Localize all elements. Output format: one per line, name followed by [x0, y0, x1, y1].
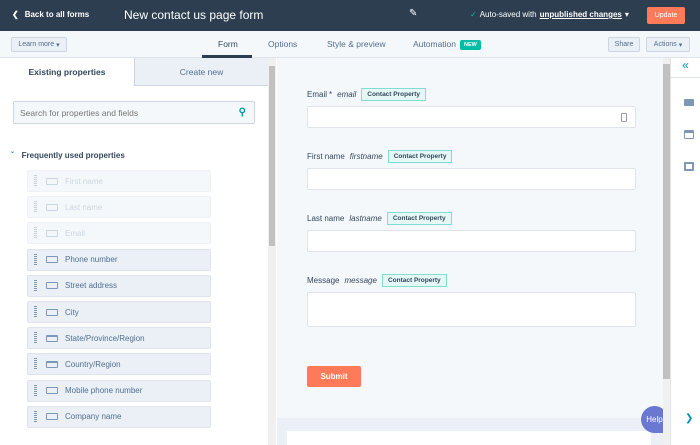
form-canvas: Email * email Contact Property First name fir…	[277, 58, 668, 445]
text-field-icon	[46, 177, 58, 185]
contact-property-badge: Contact Property	[361, 88, 426, 101]
top-bar: ❮ Back to all forms New contact us page f…	[0, 0, 700, 31]
property-item[interactable]: City	[27, 301, 211, 323]
pencil-icon[interactable]: ✎	[409, 8, 418, 19]
comment-icon[interactable]	[684, 99, 694, 106]
properties-panel: Existing properties Create new ⚲ ˇFreque…	[0, 58, 276, 445]
property-label: Street address	[65, 281, 118, 291]
dropdown-field-icon	[46, 334, 58, 342]
field-label[interactable]: Email * email Contact Property	[307, 88, 426, 101]
field-input-preview[interactable]	[307, 168, 636, 190]
search-field[interactable]	[14, 107, 239, 118]
drag-handle-icon[interactable]	[34, 227, 37, 240]
property-label: Email	[65, 228, 86, 238]
internal-name: firstname	[349, 152, 383, 161]
dropdown-field-icon	[46, 360, 58, 368]
drag-handle-icon[interactable]	[34, 279, 37, 292]
unpublished-changes-link[interactable]: unpublished changes	[539, 10, 622, 19]
double-chevron-left-icon[interactable]: «	[671, 58, 700, 78]
contact-property-badge: Contact Property	[381, 274, 447, 287]
field-label[interactable]: Message message Contact Property	[307, 274, 447, 287]
update-button[interactable]: Update	[647, 7, 685, 24]
chevron-left-icon: ❮	[12, 10, 19, 19]
check-icon: ✓	[470, 10, 477, 19]
internal-name: message	[344, 276, 377, 285]
field-label[interactable]: Last name lastname Contact Property	[307, 212, 452, 225]
drag-handle-icon[interactable]	[34, 358, 37, 371]
property-item[interactable]: Last name	[27, 196, 211, 219]
tab-style-preview[interactable]: Style & preview	[327, 39, 386, 49]
contact-property-badge: Contact Property	[386, 212, 452, 225]
tab-existing-properties[interactable]: Existing properties	[0, 58, 134, 86]
actions-button[interactable]: Actions ▾	[646, 37, 690, 52]
canvas-footer	[277, 418, 663, 445]
field-label[interactable]: First name firstname Contact Property	[307, 150, 453, 163]
autosave-status: ✓ Auto-saved with unpublished changes ▾	[470, 10, 629, 19]
drag-handle-icon[interactable]	[34, 201, 37, 214]
drag-handle-icon[interactable]	[34, 253, 37, 266]
text-field-icon	[46, 308, 58, 316]
submit-button[interactable]: Submit	[307, 366, 361, 387]
text-field-icon	[46, 229, 58, 237]
tab-form[interactable]: Form	[218, 39, 238, 49]
active-tab-indicator	[202, 55, 252, 58]
property-label: Phone number	[65, 255, 118, 265]
property-item[interactable]: First name	[27, 170, 211, 192]
chevron-right-icon[interactable]: ❯	[685, 413, 694, 424]
field-input-preview[interactable]	[307, 106, 636, 128]
learn-more-button[interactable]: Learn more ▾	[11, 37, 67, 52]
internal-name: email	[337, 90, 357, 99]
tab-create-new[interactable]: Create new	[134, 58, 268, 86]
text-field-icon	[46, 256, 58, 264]
text-field-icon	[46, 387, 58, 395]
right-rail: « ❯	[670, 58, 700, 445]
tab-options[interactable]: Options	[268, 39, 298, 49]
property-item[interactable]: Company name	[27, 405, 211, 428]
drag-handle-icon[interactable]	[34, 410, 37, 423]
internal-name: lastname	[349, 214, 382, 223]
property-item[interactable]: Phone number	[27, 248, 211, 271]
property-label: First name	[65, 176, 103, 186]
field-input-preview[interactable]	[307, 230, 636, 252]
tab-automation[interactable]: Automation	[413, 39, 456, 49]
chevron-down-icon: ˇ	[11, 151, 14, 160]
property-search-input[interactable]: ⚲	[13, 101, 255, 124]
property-item[interactable]: Email	[27, 222, 211, 245]
search-icon[interactable]: ⚲	[238, 107, 246, 118]
property-item[interactable]: Country/Region	[27, 353, 211, 376]
left-scrollbar[interactable]	[268, 58, 276, 445]
property-label: Last name	[65, 202, 103, 212]
drag-handle-icon[interactable]	[34, 384, 37, 397]
contact-property-badge: Contact Property	[387, 150, 453, 163]
property-item[interactable]: Mobile phone number	[27, 379, 211, 402]
calendar-icon[interactable]	[684, 162, 694, 171]
property-label: State/Province/Region	[65, 333, 145, 343]
new-badge: NEW	[460, 40, 481, 50]
contact-card-icon	[621, 113, 627, 122]
property-item[interactable]: Street address	[27, 274, 211, 297]
sub-bar: Learn more ▾ Form Options Style & previe…	[0, 31, 700, 58]
form-title: New contact us page form	[124, 8, 264, 22]
main-scrollbar[interactable]	[663, 58, 670, 445]
caret-down-icon[interactable]: ▾	[624, 10, 629, 19]
text-field-icon	[46, 413, 58, 421]
property-label: Company name	[65, 412, 122, 422]
section-frequently-used[interactable]: ˇ Frequently used properties	[11, 151, 125, 160]
field-input-preview[interactable]	[307, 292, 636, 327]
share-button[interactable]: Share	[608, 37, 640, 52]
property-label: Country/Region	[65, 359, 121, 369]
window-icon[interactable]	[684, 130, 694, 139]
property-label: Mobile phone number	[65, 386, 143, 396]
drag-handle-icon[interactable]	[34, 175, 37, 187]
text-field-icon	[46, 203, 58, 211]
text-field-icon	[46, 282, 58, 290]
property-item[interactable]: State/Province/Region	[27, 327, 211, 350]
drag-handle-icon[interactable]	[34, 332, 37, 345]
property-label: City	[65, 307, 79, 317]
drag-handle-icon[interactable]	[34, 306, 37, 318]
back-link[interactable]: ❮ Back to all forms	[12, 10, 90, 19]
